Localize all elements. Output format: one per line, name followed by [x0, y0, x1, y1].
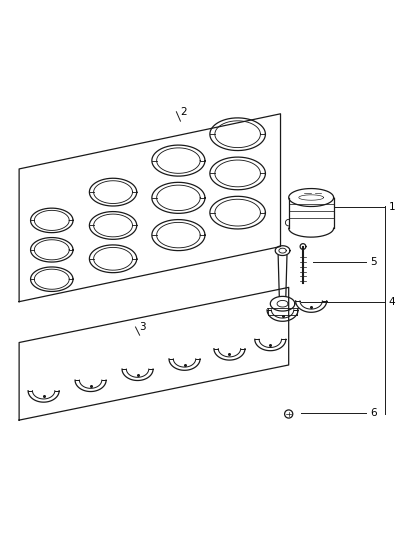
Text: 1: 1 [388, 202, 394, 212]
Text: 2: 2 [180, 107, 187, 117]
Text: 4: 4 [388, 298, 394, 308]
Text: 5: 5 [370, 257, 376, 267]
Text: 6: 6 [370, 408, 376, 418]
Text: 3: 3 [139, 322, 146, 332]
